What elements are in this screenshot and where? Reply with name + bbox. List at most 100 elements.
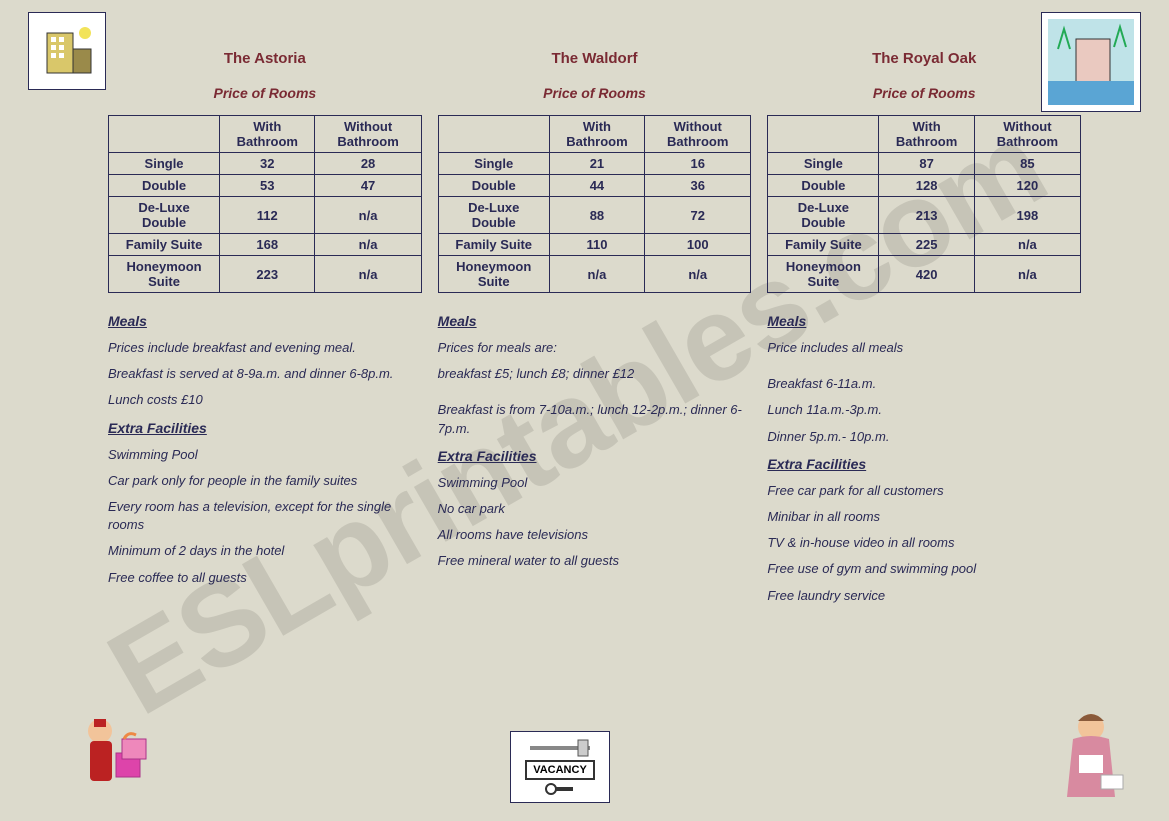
extra-text: Free use of gym and swimming pool [767,560,1081,578]
th [768,116,879,153]
vacancy-label: VACANCY [525,760,595,780]
extra-text: Free laundry service [767,587,1081,605]
hotel-title: The Royal Oak [767,50,1081,67]
td: Double [438,175,549,197]
meals-text: breakfast £5; lunch £8; dinner £12 [438,365,752,383]
hotel-column-astoria: The Astoria Price of Rooms With Bathroom… [100,50,430,613]
extra-heading: Extra Facilities [438,448,752,464]
extra-heading: Extra Facilities [767,456,1081,472]
th: With Bathroom [879,116,974,153]
td: De-Luxe Double [438,197,549,234]
page-content: The Astoria Price of Rooms With Bathroom… [0,0,1169,633]
table-row: Single2116 [438,153,751,175]
meals-text: Lunch 11a.m.-3p.m. [767,401,1081,419]
meals-heading: Meals [438,313,752,329]
clipart-resort-top-right [1041,12,1141,112]
td: Honeymoon Suite [768,256,879,293]
td: 47 [315,175,421,197]
td: De-Luxe Double [109,197,220,234]
meals-text: Prices for meals are: [438,339,752,357]
table-row: Honeymoon Suiten/an/a [438,256,751,293]
td: Honeymoon Suite [438,256,549,293]
table-row: De-Luxe Double8872 [438,197,751,234]
td: 198 [974,197,1080,234]
price-subtitle: Price of Rooms [438,85,752,101]
td: 36 [645,175,751,197]
price-table: With Bathroom Without Bathroom Single211… [438,115,752,293]
hotel-title: The Waldorf [438,50,752,67]
meals-text: Price includes all meals [767,339,1081,357]
extra-text: Free car park for all customers [767,482,1081,500]
th [438,116,549,153]
table-header-row: With Bathroom Without Bathroom [438,116,751,153]
td: 128 [879,175,974,197]
table-row: Double128120 [768,175,1081,197]
td: 85 [974,153,1080,175]
td: De-Luxe Double [768,197,879,234]
extra-text: No car park [438,500,752,518]
td: n/a [974,256,1080,293]
td: 120 [974,175,1080,197]
td: 44 [549,175,644,197]
table-row: Double4436 [438,175,751,197]
clipart-maid [1043,703,1139,807]
td: 32 [220,153,315,175]
td: n/a [315,197,421,234]
td: n/a [645,256,751,293]
extra-text: Swimming Pool [438,474,752,492]
td: n/a [974,234,1080,256]
price-table: With Bathroom Without Bathroom Single878… [767,115,1081,293]
td: 16 [645,153,751,175]
td: 100 [645,234,751,256]
extra-text: Every room has a television, except for … [108,498,422,534]
extra-text: Swimming Pool [108,446,422,464]
td: 87 [879,153,974,175]
extra-text: All rooms have televisions [438,526,752,544]
td: n/a [315,234,421,256]
clipart-hotel-top-left [28,12,106,90]
td: n/a [549,256,644,293]
clipart-vacancy-sign: VACANCY [510,731,610,803]
table-row: De-Luxe Double213198 [768,197,1081,234]
clipart-bellhop [66,703,162,807]
td: Family Suite [768,234,879,256]
td: 53 [220,175,315,197]
meals-text: Dinner 5p.m.- 10p.m. [767,428,1081,446]
td: 223 [220,256,315,293]
extra-text: Car park only for people in the family s… [108,472,422,490]
td: 28 [315,153,421,175]
price-table: With Bathroom Without Bathroom Single322… [108,115,422,293]
td: 420 [879,256,974,293]
table-row: De-Luxe Double112n/a [109,197,422,234]
th: Without Bathroom [315,116,421,153]
price-subtitle: Price of Rooms [108,85,422,101]
table-row: Single8785 [768,153,1081,175]
th: With Bathroom [220,116,315,153]
td: Single [109,153,220,175]
td: 72 [645,197,751,234]
td: Family Suite [109,234,220,256]
th: With Bathroom [549,116,644,153]
td: 110 [549,234,644,256]
td: n/a [315,256,421,293]
td: 112 [220,197,315,234]
hotel-column-waldorf: The Waldorf Price of Rooms With Bathroom… [430,50,760,613]
extra-text: Free coffee to all guests [108,569,422,587]
td: 21 [549,153,644,175]
hotel-title: The Astoria [108,50,422,67]
table-row: Double5347 [109,175,422,197]
meals-heading: Meals [767,313,1081,329]
extra-heading: Extra Facilities [108,420,422,436]
table-row: Family Suite225n/a [768,234,1081,256]
meals-heading: Meals [108,313,422,329]
hotel-column-royal-oak: The Royal Oak Price of Rooms With Bathro… [759,50,1089,613]
extra-text: Free mineral water to all guests [438,552,752,570]
meals-text: Breakfast is from 7-10a.m.; lunch 12-2p.… [438,401,752,437]
price-subtitle: Price of Rooms [767,85,1081,101]
table-header-row: With Bathroom Without Bathroom [768,116,1081,153]
td: Double [109,175,220,197]
meals-text: Lunch costs £10 [108,391,422,409]
meals-text: Breakfast 6-11a.m. [767,375,1081,393]
td: 225 [879,234,974,256]
td: Single [438,153,549,175]
